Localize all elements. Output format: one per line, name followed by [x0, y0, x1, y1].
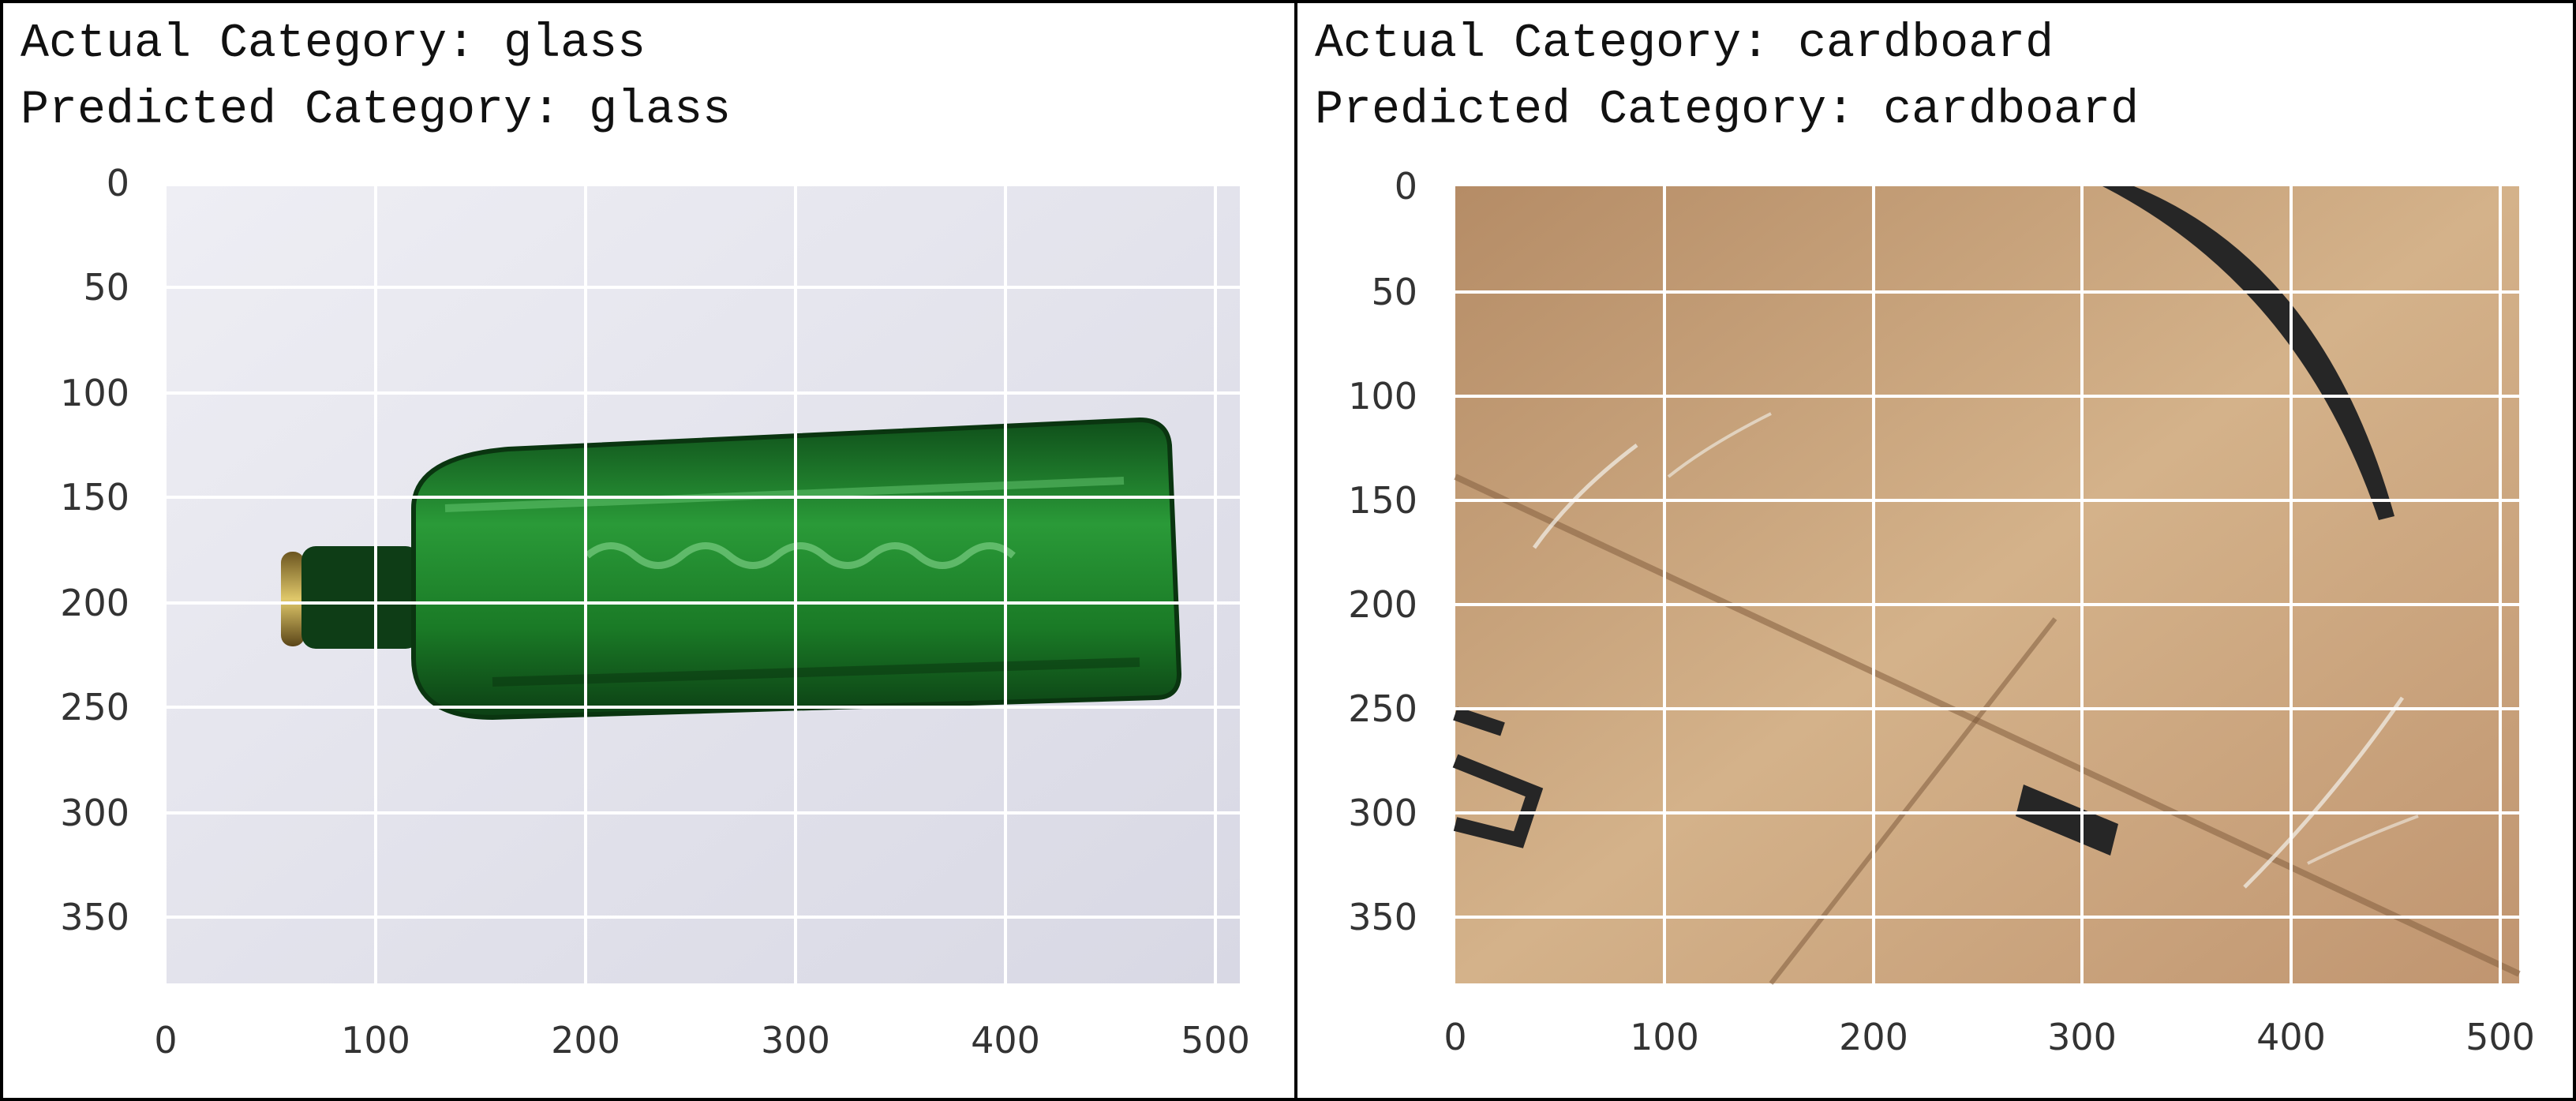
predicted-category-text: Predicted Category: glass: [21, 84, 732, 137]
y-tick-label: 0: [107, 162, 129, 204]
x-tick-label: 500: [2466, 1016, 2535, 1058]
y-tick-label: 300: [60, 792, 129, 834]
grid-lines: [1455, 186, 2519, 983]
prediction-panel-glass: Actual Category: glass Predicted Categor…: [3, 3, 1294, 1098]
prediction-panel-cardboard: Actual Category: cardboard Predicted Cat…: [1297, 3, 2573, 1098]
x-tick-label: 200: [1839, 1016, 1908, 1058]
y-tick-label: 150: [1348, 479, 1417, 522]
x-tick-label: 300: [761, 1019, 830, 1062]
y-tick-label: 50: [1371, 271, 1417, 313]
x-tick-label: 100: [1630, 1016, 1699, 1058]
y-tick-label: 50: [83, 266, 129, 309]
y-tick-label: 200: [1348, 583, 1417, 626]
x-axis-ticks: 0 100 200 300 400 500: [154, 1019, 1250, 1062]
x-tick-label: 500: [1181, 1019, 1250, 1062]
y-tick-label: 350: [60, 896, 129, 938]
x-tick-label: 0: [1443, 1016, 1466, 1058]
actual-category-text: Actual Category: glass: [21, 17, 646, 71]
y-tick-label: 0: [1395, 165, 1417, 208]
x-tick-label: 100: [341, 1019, 410, 1062]
photo-glass-bottle: [167, 186, 1240, 983]
x-tick-label: 400: [2256, 1016, 2326, 1058]
x-tick-label: 400: [971, 1019, 1040, 1062]
y-axis-ticks: 0 50 100 150 200 250 300 350: [1348, 165, 1417, 938]
predicted-category-text: Predicted Category: cardboard: [1315, 84, 2140, 137]
image-plot: 0 50 100 150 200 250 300 350 0 100 200 3…: [60, 162, 1250, 1062]
y-tick-label: 150: [60, 476, 129, 519]
y-tick-label: 200: [60, 582, 129, 624]
y-tick-label: 250: [60, 686, 129, 728]
x-axis-ticks: 0 100 200 300 400 500: [1443, 1016, 2535, 1058]
y-tick-label: 300: [1348, 792, 1417, 834]
y-tick-label: 250: [1348, 687, 1417, 730]
x-tick-label: 0: [154, 1019, 177, 1062]
actual-category-text: Actual Category: cardboard: [1315, 17, 2054, 71]
photo-cardboard: [1452, 186, 2521, 985]
y-axis-ticks: 0 50 100 150 200 250 300 350: [60, 162, 129, 938]
panel-divider: [1294, 0, 1297, 1101]
y-tick-label: 100: [60, 372, 129, 414]
x-tick-label: 300: [2047, 1016, 2117, 1058]
image-plot: 0 50 100 150 200 250 300 350 0 100 200 3…: [1348, 165, 2535, 1058]
y-tick-label: 350: [1348, 896, 1417, 938]
y-tick-label: 100: [1348, 375, 1417, 418]
grid-lines: [167, 186, 1240, 983]
x-tick-label: 200: [551, 1019, 620, 1062]
